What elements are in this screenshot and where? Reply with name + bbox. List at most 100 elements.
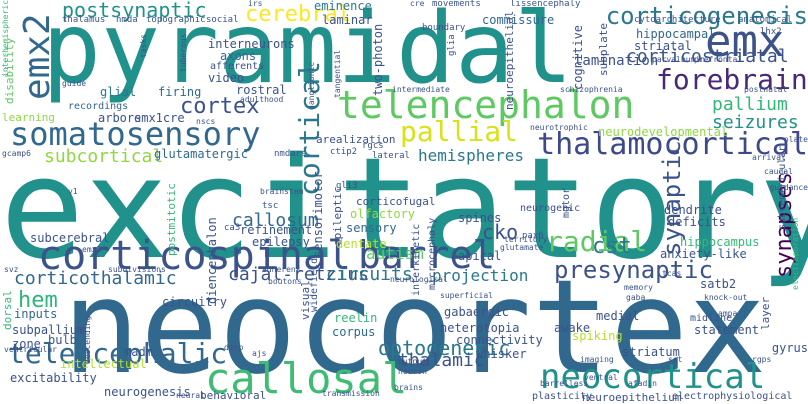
- word: transmission: [322, 389, 380, 398]
- word: thalamic: [398, 350, 485, 371]
- word: callosum: [232, 210, 319, 231]
- word: glutamatergic: [154, 147, 248, 161]
- word: deficits: [668, 215, 726, 229]
- word: hemispheres: [418, 146, 524, 165]
- word: emx1cre: [134, 111, 185, 125]
- word: nmda: [116, 15, 138, 25]
- word: boundary: [422, 23, 466, 33]
- word: territory: [504, 235, 548, 244]
- word: excitatory: [0, 128, 808, 291]
- word: glutamate: [500, 243, 544, 252]
- word: afadin: [628, 379, 657, 388]
- word: refinement: [240, 223, 313, 237]
- word: somatosensory: [10, 115, 261, 153]
- word: guidance: [769, 183, 808, 192]
- word: neocortex: [62, 251, 767, 403]
- word: social: [206, 15, 239, 25]
- word: cko: [482, 220, 519, 244]
- word: zone: [12, 337, 41, 351]
- word: whisker: [476, 347, 527, 361]
- word: electroporation: [791, 217, 800, 290]
- word: ampa: [718, 309, 738, 318]
- word: emx: [705, 16, 785, 67]
- word: layer: [759, 296, 772, 330]
- word: gabaergic: [444, 305, 510, 319]
- word: superficial: [440, 291, 493, 300]
- word: gyrus: [771, 341, 808, 355]
- word: striatum: [622, 345, 680, 359]
- word: sensorimotor: [311, 171, 325, 258]
- word: neurogenic: [520, 203, 581, 214]
- word: firing: [158, 85, 202, 99]
- word: brains: [394, 383, 423, 392]
- word: neuroepithelial: [503, 10, 516, 110]
- word: lateral: [372, 151, 410, 161]
- word: telencephalon: [337, 83, 635, 127]
- word: corticogenesis: [605, 2, 808, 30]
- word: parvalbumin: [652, 55, 705, 64]
- word: tuberous: [179, 33, 188, 72]
- word: interneurons: [208, 37, 295, 51]
- word: pallium: [712, 94, 788, 115]
- word: medial: [596, 309, 640, 323]
- word: bulb: [48, 333, 77, 347]
- word: tangential: [333, 49, 342, 98]
- word: cognitive: [571, 24, 585, 90]
- word: adherens: [262, 265, 301, 274]
- word: brainstem: [260, 187, 304, 196]
- word: dendrite: [664, 203, 722, 217]
- word: glia: [447, 34, 457, 56]
- word: inputs: [14, 307, 58, 321]
- word: pallial: [400, 115, 519, 148]
- word: neurological: [390, 275, 448, 284]
- word: statement: [694, 323, 760, 337]
- word: nmdars: [274, 149, 307, 159]
- word: postsynaptic: [62, 0, 207, 22]
- word: diencephalon: [205, 217, 219, 304]
- word: interkinetic: [411, 223, 422, 296]
- word: ventral: [584, 373, 618, 382]
- word: excitability: [10, 371, 97, 385]
- word: prefrontal: [694, 55, 743, 64]
- word: thalamus: [62, 15, 106, 25]
- word: epilepsy: [252, 235, 310, 249]
- word: ventricular: [4, 345, 57, 354]
- word: subcortical: [44, 146, 164, 167]
- word: electrophysiological: [672, 391, 793, 402]
- word: knock-out: [704, 293, 748, 302]
- word: neocortical: [540, 357, 766, 397]
- word: plasticity: [532, 391, 593, 402]
- word: satb2: [700, 277, 737, 291]
- word: v1: [68, 187, 78, 196]
- word: nscs: [196, 117, 216, 126]
- word: cerebral: [245, 2, 351, 27]
- word: arbors: [98, 111, 142, 125]
- word: movements: [432, 0, 481, 9]
- word: corticofugal: [356, 195, 436, 208]
- word: interhemispheric: [1, 0, 10, 78]
- word: barrel: [358, 233, 496, 277]
- word: laminar: [322, 13, 373, 27]
- word: neurodevelopmental: [598, 125, 729, 139]
- word: corticothalamic: [14, 268, 177, 289]
- word: intellectual: [60, 357, 147, 371]
- word: memory: [624, 283, 653, 292]
- word: tcas: [662, 269, 682, 278]
- word: midline: [690, 313, 733, 324]
- word: circuits: [326, 264, 413, 285]
- word: subcerebral: [30, 231, 110, 245]
- word: plate: [783, 135, 808, 144]
- word: subpallium: [12, 323, 85, 337]
- word: reelin: [334, 311, 378, 325]
- word: rgcs: [362, 141, 384, 151]
- word: arrival: [752, 153, 786, 162]
- word: lissencephaly: [510, 0, 581, 9]
- word: ajs: [252, 349, 267, 358]
- word: intermediate: [392, 85, 450, 94]
- word: striatal: [634, 39, 692, 53]
- word: video: [208, 71, 245, 85]
- word: presynaptic: [554, 256, 713, 284]
- word: tsc: [262, 201, 279, 211]
- word: sst: [668, 355, 683, 364]
- word: imaging: [580, 355, 614, 364]
